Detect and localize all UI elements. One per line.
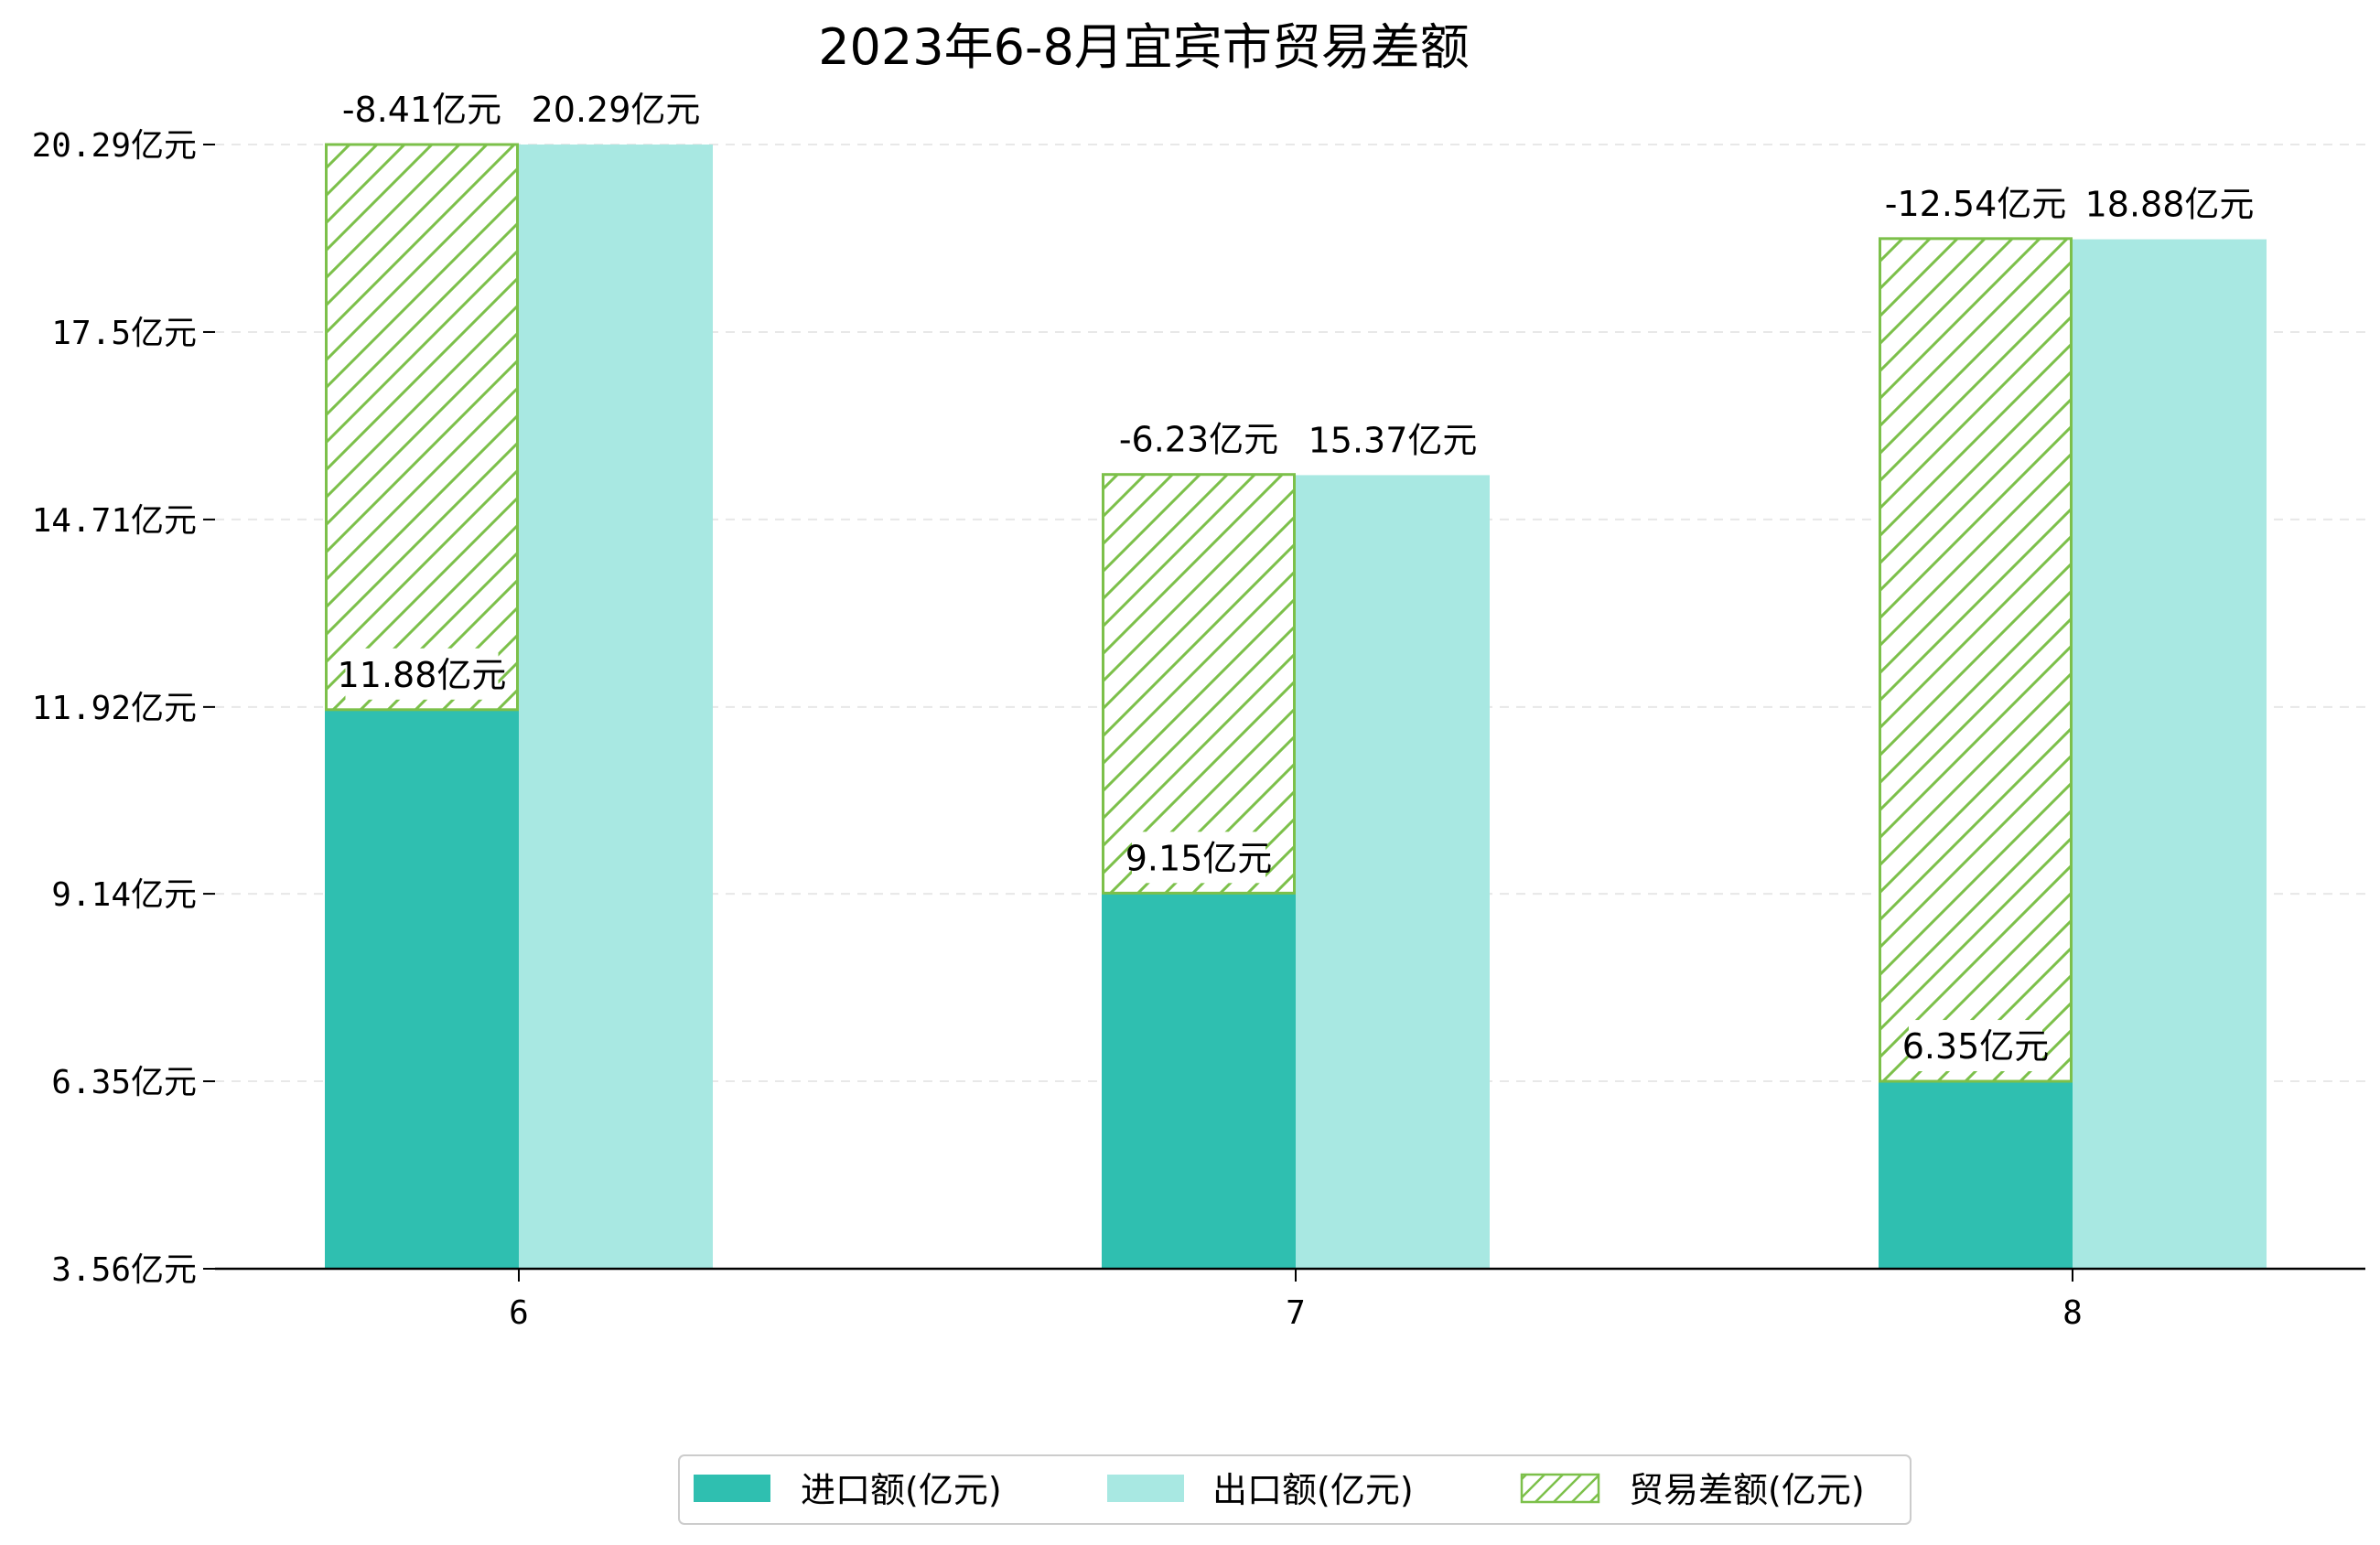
legend-box bbox=[678, 1454, 1912, 1525]
axes: 3.56亿元 6.35亿元 9.14亿元 11.92亿元 14.71亿元 17.5亿元 20… bbox=[32, 127, 2365, 1332]
data-label-bg bbox=[1132, 832, 1265, 884]
bar-export-6 bbox=[519, 145, 713, 1269]
y-tick-label: 6.35亿元 bbox=[51, 1064, 197, 1101]
data-label-export-6: 20.29亿元 bbox=[532, 90, 701, 130]
data-label-balance-7: -6.23亿元 bbox=[1119, 420, 1278, 460]
x-tick-label: 8 bbox=[2062, 1294, 2083, 1332]
data-label-balance-6: -8.41亿元 bbox=[342, 90, 501, 130]
bar-balance-8 bbox=[1879, 237, 2073, 1083]
data-label-bg bbox=[1909, 1020, 2042, 1072]
bars bbox=[325, 143, 2267, 1269]
data-label-bg bbox=[345, 648, 499, 700]
x-tick-label: 7 bbox=[1286, 1294, 1306, 1332]
legend-swatch-1 bbox=[1107, 1475, 1184, 1502]
y-tick-label: 9.14亿元 bbox=[51, 876, 197, 914]
bar-import-6 bbox=[325, 709, 519, 1269]
legend: 进口额(亿元) 出口额(亿元) 贸易差额(亿元) bbox=[678, 1454, 1912, 1525]
legend-label-0: 进口额(亿元) bbox=[801, 1470, 1002, 1510]
legend-label-1: 出口额(亿元) bbox=[1212, 1470, 1414, 1510]
data-label-bg bbox=[2093, 177, 2246, 230]
x-tick-label: 6 bbox=[509, 1294, 529, 1332]
data-label-balance-8: -12.54亿元 bbox=[1885, 184, 2067, 224]
y-tick-label: 14.71亿元 bbox=[32, 502, 197, 540]
y-tick-label: 20.29亿元 bbox=[32, 127, 197, 165]
bar-balance-6 bbox=[325, 143, 519, 712]
data-labels: 11.88亿元 -8.41亿元 20.29亿元 9.15亿元 -6.23亿元 15.37亿… bbox=[338, 83, 2255, 1072]
data-label-import-8: 6.35亿元 bbox=[1902, 1026, 2050, 1067]
bar-export-7 bbox=[1296, 475, 1490, 1269]
y-tick-label: 3.56亿元 bbox=[51, 1251, 197, 1289]
data-label-bg bbox=[1890, 177, 2062, 229]
data-label-bg bbox=[1316, 413, 1470, 466]
data-label-export-8: 18.88亿元 bbox=[2085, 185, 2255, 225]
y-tick-label: 17.5亿元 bbox=[51, 315, 197, 352]
chart-title: 2023年6-8月宜宾市贸易差额 bbox=[818, 18, 1470, 76]
bar-import-8 bbox=[1879, 1081, 2073, 1269]
legend-swatch-2 bbox=[1520, 1473, 1600, 1504]
bar-import-7 bbox=[1102, 893, 1296, 1269]
data-label-import-6: 11.88亿元 bbox=[338, 655, 507, 695]
bar-export-8 bbox=[2073, 239, 2267, 1269]
y-tick-label: 11.92亿元 bbox=[32, 690, 197, 727]
legend-swatch-0 bbox=[694, 1475, 770, 1502]
bar-balance-7 bbox=[1102, 473, 1296, 895]
legend-label-2: 贸易差额(亿元) bbox=[1629, 1470, 1865, 1510]
data-label-bg bbox=[345, 83, 499, 134]
data-label-export-7: 15.37亿元 bbox=[1308, 420, 1478, 460]
data-label-bg bbox=[1122, 413, 1276, 465]
data-label-bg bbox=[539, 83, 693, 134]
data-label-import-7: 9.15亿元 bbox=[1125, 838, 1273, 878]
